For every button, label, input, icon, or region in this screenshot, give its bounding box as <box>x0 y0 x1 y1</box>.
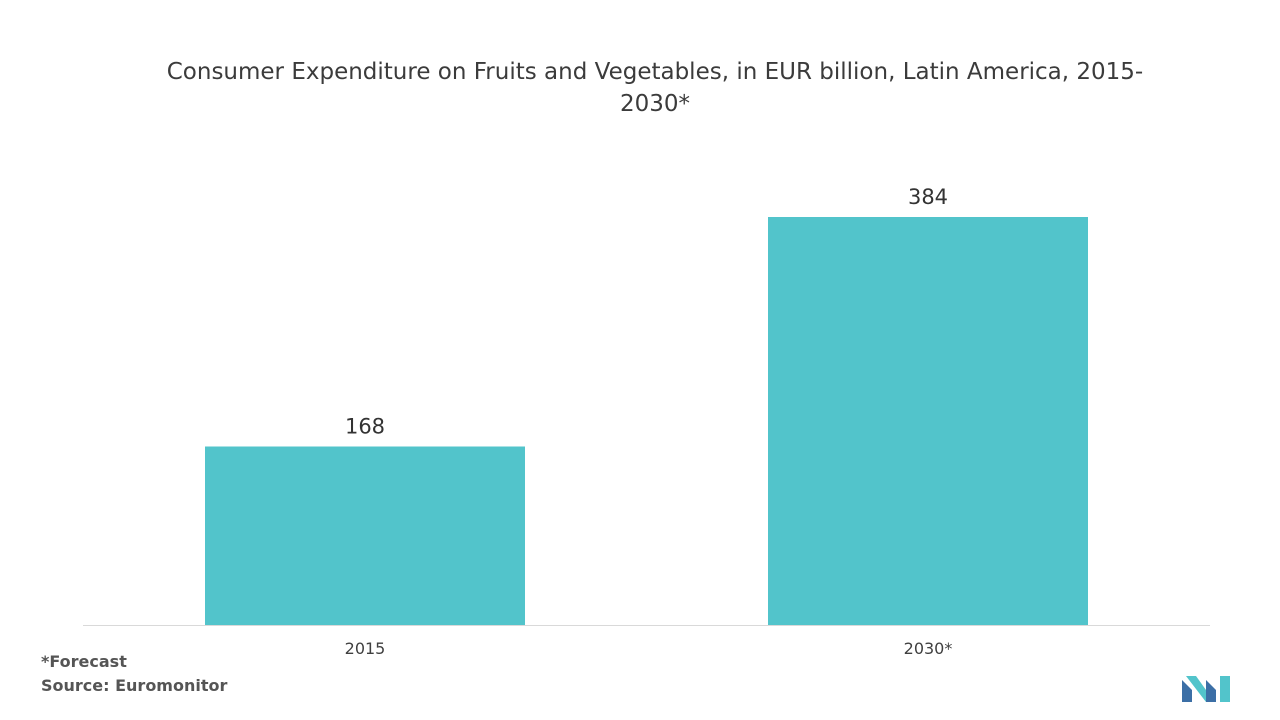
footnote: *Forecast <box>41 652 127 671</box>
chart-title: Consumer Expenditure on Fruits and Veget… <box>166 59 1144 117</box>
source-note: Source: Euromonitor <box>41 676 228 695</box>
bar-2015 <box>205 446 525 625</box>
data-label: 168 <box>345 415 385 439</box>
mordor-intelligence-logo-icon <box>1182 676 1230 702</box>
bar-2030 <box>768 217 1088 625</box>
data-label: 384 <box>908 185 948 209</box>
x-tick-label: 2015 <box>345 639 386 658</box>
x-tick-label: 2030* <box>904 639 953 658</box>
